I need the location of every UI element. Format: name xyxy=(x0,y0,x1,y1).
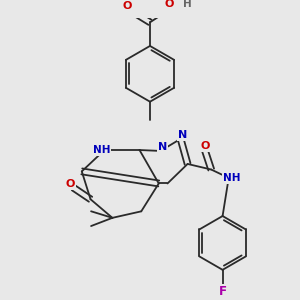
Text: O: O xyxy=(165,0,174,9)
Text: O: O xyxy=(122,1,132,11)
Text: O: O xyxy=(65,179,75,189)
Text: NH: NH xyxy=(223,173,240,183)
Text: N: N xyxy=(158,142,167,152)
Text: N: N xyxy=(178,130,187,140)
Text: F: F xyxy=(219,285,226,298)
Text: H: H xyxy=(183,0,191,9)
Text: NH: NH xyxy=(93,145,111,155)
Text: O: O xyxy=(200,141,210,151)
